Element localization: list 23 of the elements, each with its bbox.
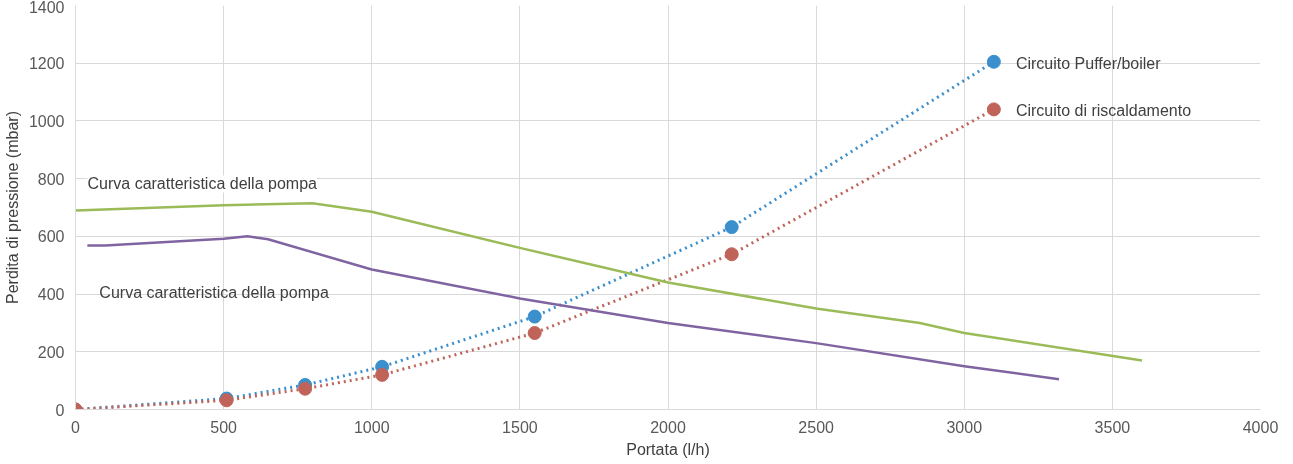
y-tick-label: 600 (37, 228, 65, 246)
x-tick-label: 2500 (798, 418, 835, 436)
series-label: Circuito di riscaldamento (1015, 102, 1192, 120)
y-tick-label: 400 (37, 286, 65, 304)
y-tick-label: 1000 (28, 112, 65, 130)
x-tick-label: 3500 (1094, 418, 1131, 436)
y-tick-label: 1400 (28, 0, 65, 16)
y-tick-label: 0 (55, 401, 65, 419)
x-tick-label: 1000 (353, 418, 390, 436)
y-tick-label: 200 (37, 343, 65, 361)
y-tick-label: 1200 (28, 55, 65, 73)
series-label: Circuito Puffer/boiler (1015, 54, 1162, 72)
x-tick-label: 500 (210, 418, 238, 436)
x-tick-label: 2000 (650, 418, 686, 436)
series-label: Curva caratteristica della pompa (99, 283, 329, 301)
x-tick-label: 3000 (946, 418, 983, 436)
series-label: Curva caratteristica della pompa (87, 175, 318, 193)
y-tick-label: 800 (37, 170, 65, 188)
x-tick-label: 1500 (502, 418, 538, 436)
x-tick-label: 0 (71, 418, 81, 436)
x-tick-label: 4000 (1242, 418, 1279, 436)
y-axis-title: Perdita di pressione (mbar) (3, 111, 21, 304)
x-axis-title: Portata (l/h) (626, 440, 710, 458)
